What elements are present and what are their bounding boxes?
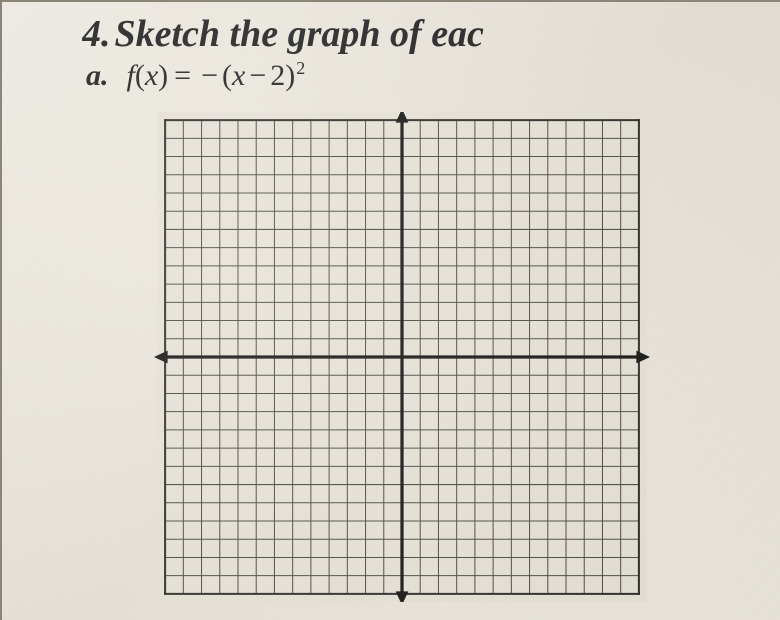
eq-neg: − (201, 59, 218, 92)
equation: f(x)=−(x−2)2 (127, 59, 306, 92)
subproblem-line: a. f(x)=−(x−2)2 (86, 58, 305, 93)
eq-lhs-f: f (127, 59, 135, 92)
eq-exponent: 2 (296, 58, 305, 78)
eq-lhs-var: x (145, 59, 158, 92)
eq-inner-var: x (232, 59, 245, 92)
blank-grid (152, 112, 652, 602)
eq-inner-minus: − (249, 59, 266, 92)
eq-lhs-close: ) (158, 59, 168, 92)
worksheet-page: 4. Sketch the graph of eac a. f(x)=−(x−2… (0, 0, 780, 620)
eq-lhs-open: ( (135, 59, 145, 92)
eq-close: ) (285, 59, 295, 92)
eq-inner-const: 2 (270, 59, 285, 92)
eq-equals: = (174, 59, 191, 92)
eq-open: ( (222, 59, 232, 92)
problem-title: Sketch the graph of eac (115, 13, 484, 55)
graph-area (152, 112, 652, 602)
part-letter: a. (86, 59, 109, 92)
problem-title-line: 4. Sketch the graph of eac (82, 12, 780, 56)
problem-number: 4. (82, 13, 111, 55)
